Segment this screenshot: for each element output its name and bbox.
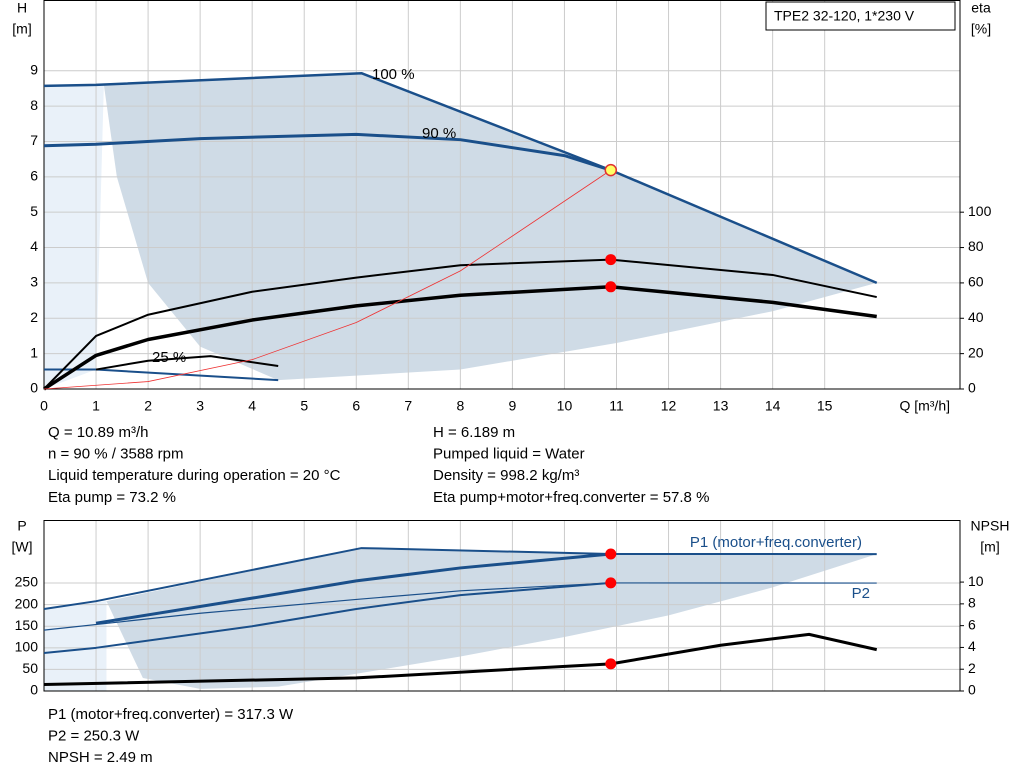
- y-tick-label: 9: [30, 61, 38, 77]
- info-text: NPSH = 2.49 m: [48, 749, 153, 766]
- chart-title: TPE2 32-120, 1*230 V: [774, 8, 915, 24]
- curve: [43, 547, 877, 610]
- x-tick-label: 8: [456, 398, 464, 414]
- x-tick-label: 7: [404, 398, 412, 414]
- plot-frame: [43, 0, 961, 390]
- curve: [43, 132, 612, 172]
- info-text: H = 6.189 m: [433, 424, 515, 441]
- y2-tick-label: 0: [968, 682, 976, 698]
- y2-axis-label: [m]: [980, 539, 999, 555]
- x-tick-label: 10: [557, 398, 573, 414]
- curve: [43, 582, 877, 631]
- y2-tick-label: 40: [968, 309, 984, 325]
- info-text: Pumped liquid = Water: [433, 446, 585, 463]
- y2-axis-label: NPSH: [971, 518, 1010, 534]
- y-axis-label: [m]: [12, 21, 31, 37]
- y-tick-label: 250: [15, 574, 39, 590]
- duty-point: [605, 548, 617, 560]
- operating-range: [44, 84, 104, 389]
- x-tick-label: 14: [765, 398, 781, 414]
- x-tick-label: 0: [40, 398, 48, 414]
- duty-point: [605, 281, 617, 293]
- curve: [43, 632, 878, 686]
- x-tick-label: 2: [144, 398, 152, 414]
- y-axis-label: P: [17, 518, 26, 534]
- x-tick-label: 15: [817, 398, 833, 414]
- y2-tick-label: 4: [968, 638, 976, 654]
- y-tick-label: 8: [30, 97, 38, 113]
- info-text: Density = 998.2 kg/m³: [433, 467, 579, 484]
- y2-tick-label: 80: [968, 238, 984, 254]
- curve: [43, 71, 878, 285]
- y2-axis-label: eta: [971, 0, 991, 16]
- y-axis-label: H: [17, 0, 27, 16]
- curve: [43, 581, 611, 654]
- y-tick-label: 3: [30, 274, 38, 290]
- x-tick-label: 3: [196, 398, 204, 414]
- x-tick-label: 5: [300, 398, 308, 414]
- y2-tick-label: 8: [968, 595, 976, 611]
- curve-label: 90 %: [422, 125, 456, 142]
- info-text: Liquid temperature during operation = 20…: [48, 467, 341, 484]
- y-tick-label: 100: [15, 639, 39, 655]
- curve-label: P2: [852, 585, 870, 602]
- curve: [43, 258, 877, 390]
- duty-point: [605, 577, 617, 589]
- y2-tick-label: 2: [968, 660, 976, 676]
- x-tick-label: 1: [92, 398, 100, 414]
- x-tick-label: 13: [713, 398, 729, 414]
- operating-range: [44, 601, 107, 691]
- duty-point: [605, 658, 617, 670]
- info-text: Eta pump = 73.2 %: [48, 489, 176, 506]
- y-tick-label: 4: [30, 238, 38, 254]
- y2-tick-label: 0: [968, 380, 976, 396]
- x-axis-label: Q [m³/h]: [899, 398, 950, 414]
- x-tick-label: 4: [248, 398, 256, 414]
- x-tick-label: 6: [352, 398, 360, 414]
- info-text: P1 (motor+freq.converter) = 317.3 W: [48, 706, 294, 723]
- y-tick-label: 6: [30, 168, 38, 184]
- y2-tick-label: 10: [968, 573, 984, 589]
- x-tick-label: 11: [609, 398, 624, 414]
- y-tick-label: 0: [30, 682, 38, 698]
- y-tick-label: 150: [15, 617, 39, 633]
- x-tick-label: 12: [661, 398, 677, 414]
- y-tick-label: 2: [30, 309, 38, 325]
- curve: [43, 285, 877, 391]
- info-text: n = 90 % / 3588 rpm: [48, 446, 184, 463]
- title-box: [765, 1, 956, 31]
- duty-point: [604, 163, 618, 177]
- y2-tick-label: 20: [968, 344, 984, 360]
- y-tick-label: 200: [15, 595, 39, 611]
- curve: [43, 169, 611, 390]
- y-axis-label: [W]: [12, 539, 33, 555]
- curve-label: P1 (motor+freq.converter): [690, 534, 862, 551]
- y-tick-label: 50: [22, 660, 38, 676]
- x-tick-label: 9: [509, 398, 517, 414]
- y-tick-label: 5: [30, 203, 38, 219]
- y2-tick-label: 100: [968, 203, 992, 219]
- info-text: Eta pump+motor+freq.converter = 57.8 %: [433, 489, 709, 506]
- y-tick-label: 7: [30, 132, 38, 148]
- y-tick-label: 1: [30, 344, 38, 360]
- y-tick-label: 0: [30, 380, 38, 396]
- curve: [95, 552, 611, 625]
- operating-range: [103, 73, 877, 381]
- y2-axis-label: [%]: [971, 21, 991, 37]
- duty-point: [605, 254, 617, 266]
- curve-label: 100 %: [372, 66, 415, 83]
- y2-tick-label: 6: [968, 616, 976, 632]
- curve-label: 25 %: [152, 349, 186, 366]
- info-text: Q = 10.89 m³/h: [48, 424, 148, 441]
- plot-frame: [43, 520, 961, 692]
- y2-tick-label: 60: [968, 274, 984, 290]
- info-text: P2 = 250.3 W: [48, 728, 140, 745]
